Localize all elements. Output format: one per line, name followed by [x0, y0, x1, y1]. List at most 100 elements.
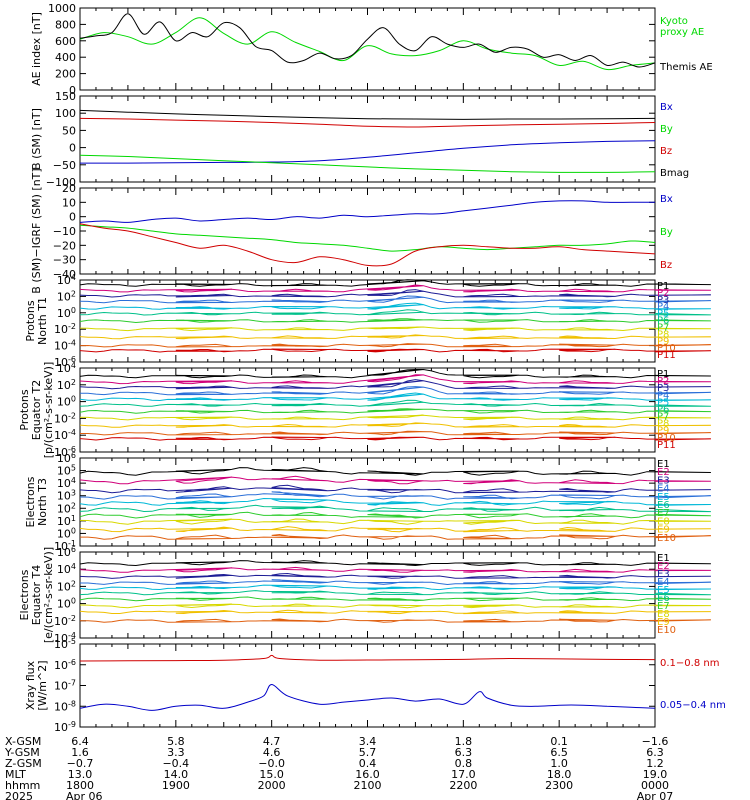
channel-label-p2: P2 — [657, 288, 669, 299]
y-tick-label: 10-2 — [54, 322, 76, 336]
channel-line-e8 — [79, 518, 711, 525]
ephemeris-value: 2200 — [449, 779, 477, 792]
channel-label-p11: P11 — [657, 440, 676, 451]
channel-line-p5 — [79, 302, 711, 310]
channel-line-e9 — [79, 526, 711, 533]
channel-label-p10: P10 — [657, 433, 676, 444]
ephemeris-value: 3.4 — [359, 735, 377, 748]
series-line-themis-ae — [79, 13, 656, 68]
y-tick-label: 800 — [55, 18, 76, 31]
channel-line-e3 — [79, 484, 711, 494]
y-axis-label: [e/(cm²-s-sr-keV)] — [42, 547, 55, 643]
y-axis-label: [W/m^2] — [36, 660, 49, 710]
channel-label-p8: P8 — [657, 329, 669, 340]
channel-line-p10 — [80, 430, 711, 436]
y-axis-label: Protons — [24, 300, 37, 341]
legend-entry: Bz — [660, 260, 672, 271]
channel-line-e9 — [79, 609, 711, 615]
y-tick-label: −40 — [53, 268, 76, 281]
legend-entry: 0.1−0.8 nm — [660, 658, 719, 669]
ephemeris-row-label: hhmm — [5, 779, 40, 792]
y-tick-label: 10 — [62, 196, 76, 209]
y-tick-label: −10 — [53, 225, 76, 238]
channel-label-p7: P7 — [657, 412, 669, 423]
ephemeris-value: 17.0 — [451, 768, 476, 781]
y-tick-label: 10-5 — [54, 637, 76, 651]
channel-line-p10 — [79, 343, 711, 348]
ephemeris-value: 5.8 — [167, 735, 185, 748]
channel-label-e8: E8 — [657, 516, 670, 527]
y-tick-label: 106 — [57, 545, 76, 559]
ephemeris-value: 6.4 — [71, 735, 89, 748]
channel-line-p3 — [79, 379, 711, 390]
channel-line-p8 — [79, 326, 711, 332]
ephemeris-value: 1.8 — [455, 735, 473, 748]
y-tick-label: 10-2 — [54, 411, 76, 425]
channel-line-p2 — [79, 374, 711, 385]
y-tick-label: 10-9 — [54, 720, 76, 734]
legend-entry: Bx — [660, 194, 673, 205]
channel-label-p4: P4 — [657, 302, 669, 313]
channel-line-e1 — [79, 467, 711, 476]
y-tick-label: 102 — [57, 289, 76, 303]
channel-line-e7 — [79, 596, 711, 602]
y-tick-label: 50 — [62, 124, 76, 137]
channel-label-p5: P5 — [657, 397, 669, 408]
ephemeris-value: Apr 07 — [637, 790, 674, 800]
y-tick-label: 0 — [69, 211, 76, 224]
channel-line-e3 — [79, 572, 711, 579]
series-line-by — [79, 224, 656, 252]
channel-line-e2 — [79, 475, 711, 485]
y-tick-label: −50 — [53, 159, 76, 172]
ephemeris-value: 6.3 — [455, 746, 473, 759]
y-axis-label: Equator T4 — [30, 565, 43, 625]
ephemeris-value: 1.2 — [646, 757, 664, 770]
channel-line-p9 — [79, 422, 711, 428]
legend-entry: Bx — [660, 102, 673, 113]
channel-line-e5 — [79, 497, 711, 506]
channel-line-p9 — [79, 334, 711, 340]
ephemeris-value: 1.0 — [550, 757, 568, 770]
channel-label-p9: P9 — [657, 336, 669, 347]
y-tick-label: 104 — [57, 361, 76, 375]
channel-line-p3 — [79, 289, 711, 298]
legend-themis: Themis AE — [659, 62, 713, 73]
y-axis-label: Electrons — [24, 476, 37, 527]
channel-line-e10 — [79, 618, 711, 623]
channel-label-p6: P6 — [657, 316, 669, 327]
y-tick-label: 20 — [62, 182, 76, 195]
ephemeris-value: 3.3 — [167, 746, 185, 759]
ephemeris-row-label: MLT — [5, 768, 26, 781]
ephemeris-value: 6.5 — [550, 746, 568, 759]
y-tick-label: 0 — [69, 84, 76, 97]
ephemeris-value: 1.6 — [71, 746, 89, 759]
channel-label-e5: E5 — [657, 492, 670, 503]
channel-label-e4: E4 — [657, 577, 670, 588]
channel-label-p7: P7 — [657, 322, 669, 333]
y-tick-label: −30 — [53, 254, 76, 267]
ephemeris-value: 0000 — [641, 779, 669, 792]
ephemeris-value: 5.7 — [359, 746, 377, 759]
y-tick-label: 200 — [55, 68, 76, 81]
channel-line-p1 — [79, 369, 711, 379]
panel-bsm: −100 −50 0 50 100 150 B (SM) [nT] Bx By Bz Bmag — [30, 90, 689, 189]
series-line-0-1-0-8-nm — [79, 654, 656, 662]
ephemeris-value: 2300 — [545, 779, 573, 792]
channel-label-e2: E2 — [657, 561, 670, 572]
ephemeris-value: −0.7 — [67, 757, 94, 770]
channel-line-p7 — [79, 408, 711, 414]
ephemeris-value: 16.0 — [355, 768, 380, 781]
panel-ae: 0 200 400 600 800 1000 AE index [nT] Kyotoproxy… — [30, 2, 713, 97]
channel-line-p4 — [79, 295, 711, 304]
channel-label-p5: P5 — [657, 309, 669, 320]
y-axis-label: B (SM) [nT] — [30, 108, 43, 170]
channel-label-p8: P8 — [657, 419, 669, 430]
channel-label-e7: E7 — [657, 508, 670, 519]
y-tick-label: 102 — [57, 378, 76, 392]
ephemeris-value: −0.0 — [258, 757, 285, 770]
channel-label-e7: E7 — [657, 601, 670, 612]
